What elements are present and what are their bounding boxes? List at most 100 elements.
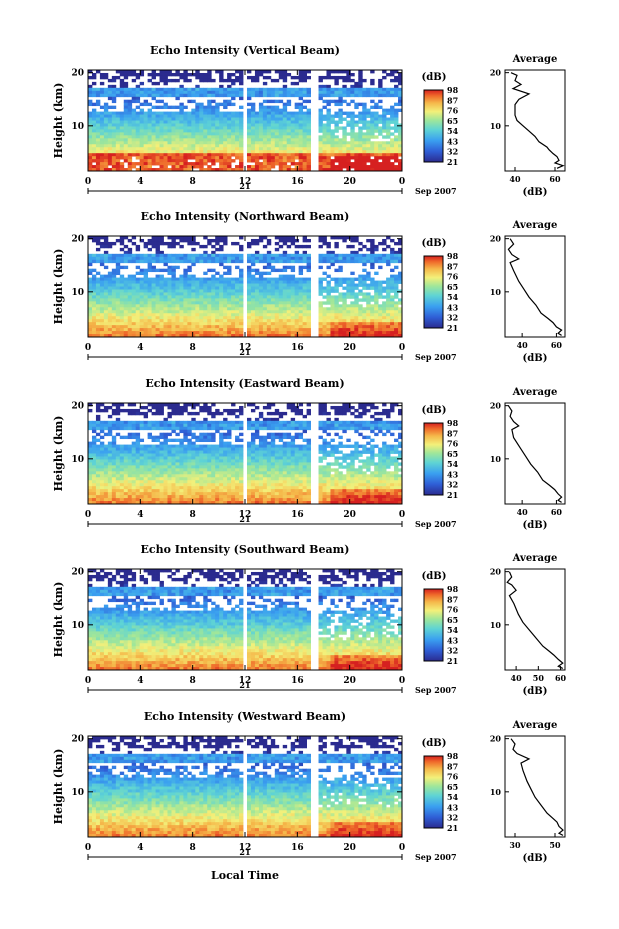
heatmap-cell (246, 108, 252, 112)
heatmap-cell (318, 334, 323, 338)
heatmap-cell (111, 328, 117, 332)
heatmap-cell (187, 438, 192, 443)
heatmap-cell (95, 313, 101, 317)
heatmap-cell (147, 403, 152, 407)
heatmap-cell (235, 256, 240, 261)
heatmap-cell (107, 120, 113, 124)
heatmap-cell (88, 165, 93, 169)
heatmap-cell (318, 244, 323, 249)
heatmap-cell (306, 159, 311, 163)
heatmap-cell (187, 304, 192, 308)
heatmap-cell (378, 280, 383, 284)
heatmap-cell (159, 117, 164, 121)
heatmap-cell (330, 159, 335, 163)
heatmap-cell (386, 256, 391, 261)
heatmap-cell (398, 147, 403, 151)
heatmap-cell (211, 238, 216, 243)
heatmap-cell (286, 102, 292, 107)
heatmap-cell (163, 105, 168, 110)
heatmap-cell (179, 132, 184, 136)
heatmap-cell (119, 283, 125, 287)
heatmap-cell (151, 447, 156, 451)
heatmap-cell (99, 426, 105, 431)
heatmap-cell (115, 420, 121, 425)
heatmap-cell (302, 328, 307, 332)
heatmap-cell (298, 280, 304, 284)
heatmap-cell (326, 292, 331, 296)
heatmap-cell (99, 283, 105, 287)
heatmap-cell (187, 238, 192, 243)
heatmap-cell (207, 126, 212, 130)
heatmap-cell (250, 159, 256, 163)
heatmap-cell (203, 253, 208, 258)
heatmap-cell (342, 126, 347, 130)
heatmap-cell (246, 96, 252, 101)
heatmap-cell (111, 87, 117, 92)
heatmap-cell (342, 84, 347, 89)
heatmap-cell (318, 310, 323, 314)
heatmap-cell (370, 241, 375, 246)
heatmap-cell (175, 253, 180, 258)
heatmap-cell (163, 426, 168, 431)
heatmap-cell (155, 129, 160, 133)
heatmap-cell (358, 138, 363, 142)
heatmap-cell (330, 298, 335, 302)
heatmap-cell (390, 268, 395, 273)
heatmap-cell (183, 168, 188, 172)
heatmap-cell (290, 159, 296, 163)
heatmap-cell (115, 238, 121, 243)
heatmap-cell (207, 141, 212, 145)
heatmap-cell (207, 159, 212, 163)
heatmap-cell (151, 159, 156, 163)
heatmap-cell (147, 256, 152, 261)
heatmap-cell (334, 81, 339, 86)
heatmap-cell (298, 70, 304, 74)
heatmap-cell (231, 301, 236, 305)
heatmap-cell (278, 147, 284, 151)
heatmap-cell (103, 253, 109, 258)
heatmap-cell (282, 141, 288, 145)
heatmap-cell (115, 453, 121, 457)
heatmap-cell (199, 289, 204, 293)
heatmap-cell (143, 286, 149, 290)
heatmap-cell (195, 159, 200, 163)
heatmap-cell (227, 162, 232, 166)
heatmap-cell (171, 138, 176, 142)
heatmap-cell (135, 289, 141, 293)
heatmap-cell (326, 108, 331, 112)
heatmap-cell (99, 277, 105, 281)
heatmap-cell (123, 236, 129, 240)
heatmap-cell (334, 87, 339, 92)
heatmap-cell (342, 259, 347, 264)
heatmap-cell (286, 93, 292, 98)
heatmap-cell (203, 403, 208, 407)
heatmap-cell (139, 501, 145, 505)
heatmap-cell (250, 259, 256, 264)
heatmap-cell (131, 241, 137, 246)
heatmap-cell (223, 295, 228, 299)
heatmap-cell (354, 81, 359, 86)
heatmap-cell (127, 253, 133, 258)
heatmap-cell (386, 162, 391, 166)
heatmap-cell (171, 462, 176, 466)
heatmap-cell (187, 256, 192, 261)
heatmap-cell (258, 286, 264, 290)
heatmap-cell (254, 147, 260, 151)
heatmap-cell (362, 156, 367, 160)
heatmap-cell (179, 423, 184, 428)
heatmap-cell (250, 168, 256, 172)
heatmap-cell (254, 135, 260, 139)
heatmap-cell (155, 277, 160, 281)
heatmap-cell (95, 153, 101, 157)
heatmap-cell (346, 144, 351, 148)
heatmap-cell (370, 93, 375, 98)
heatmap-cell (151, 420, 156, 425)
day-label: 21 (239, 347, 250, 357)
heatmap-cell (91, 135, 97, 139)
heatmap-cell (322, 253, 327, 258)
heatmap-cell (107, 405, 113, 410)
heatmap-cell (398, 162, 403, 166)
heatmap-cell (370, 120, 375, 124)
heatmap-cell (103, 90, 109, 95)
heatmap-cell (278, 307, 284, 311)
